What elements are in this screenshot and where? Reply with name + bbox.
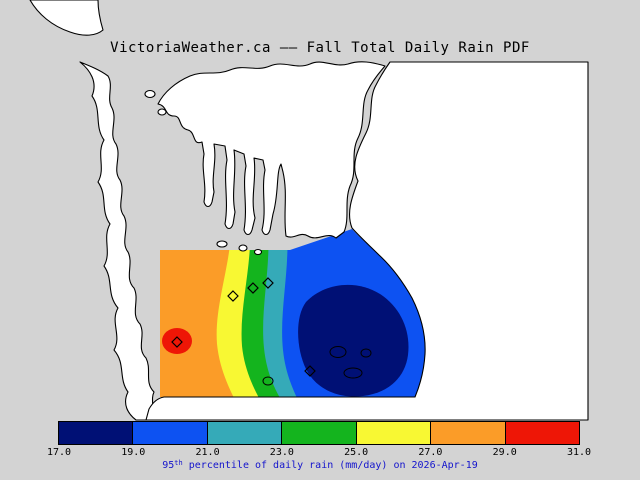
station-marker-diamond-icon: [304, 365, 316, 377]
plot-title: VictoriaWeather.ca –– Fall Total Daily R…: [110, 40, 530, 56]
colorbar-segment: [59, 422, 133, 444]
colorbar-segments: [58, 421, 580, 445]
landmass-north-peninsulas: [157, 61, 386, 239]
station-marker-diamond-icon: [227, 290, 239, 302]
island-outline: [262, 376, 274, 386]
colorbar-tick-label: 17.0: [46, 447, 72, 458]
station-markers: [171, 277, 316, 377]
colorbar-tick-label: 29.0: [492, 447, 517, 458]
colorbar-tick-label: 31.0: [566, 447, 592, 458]
contour-band-27-29: [160, 229, 234, 397]
island-outline: [329, 346, 347, 358]
island-outline: [343, 367, 363, 379]
caption-superscript: th: [174, 459, 183, 467]
colorbar-tick-label: 23.0: [269, 447, 294, 458]
colorbar-tick-label: 25.0: [344, 447, 369, 458]
caption-value: 95: [162, 460, 175, 471]
small-island: [157, 108, 167, 116]
landmass-top-left-cape: [29, 0, 104, 36]
contour-band-17-19: [298, 284, 409, 397]
small-island: [253, 248, 263, 256]
island-outlines: [262, 346, 372, 386]
colorbar-tick-label: 19.0: [121, 447, 146, 458]
colorbar-segment: [132, 422, 207, 444]
landmass-west-coast: [79, 61, 155, 421]
station-marker-diamond-icon: [262, 277, 274, 289]
contour-band-29-31: [162, 328, 192, 354]
colorbar-segment: [355, 422, 431, 444]
colorbar-segment: [206, 422, 282, 444]
caption-text: percentile of daily rain (mm/day) on 202…: [182, 460, 478, 471]
coastlines: [29, 0, 589, 421]
colorbar-segment: [281, 422, 356, 444]
island-outline: [360, 348, 372, 358]
station-marker-diamond-icon: [247, 282, 259, 294]
station-marker-diamond-icon: [171, 336, 183, 348]
colorbar-caption: 95th percentile of daily rain (mm/day) o…: [0, 459, 640, 471]
small-island: [144, 89, 156, 99]
colorbar-segment: [504, 422, 579, 444]
colorbar-ticks: 17.0 19.0 21.0 23.0 25.0 27.0 29.0 31.0: [47, 447, 591, 459]
colorbar-segment: [430, 422, 505, 444]
small-island: [216, 240, 228, 248]
colorbar-tick-label: 21.0: [195, 447, 220, 458]
colorbar-tick-label: 27.0: [418, 447, 443, 458]
landmass-east-mainland: [145, 61, 589, 421]
small-island: [238, 244, 248, 252]
